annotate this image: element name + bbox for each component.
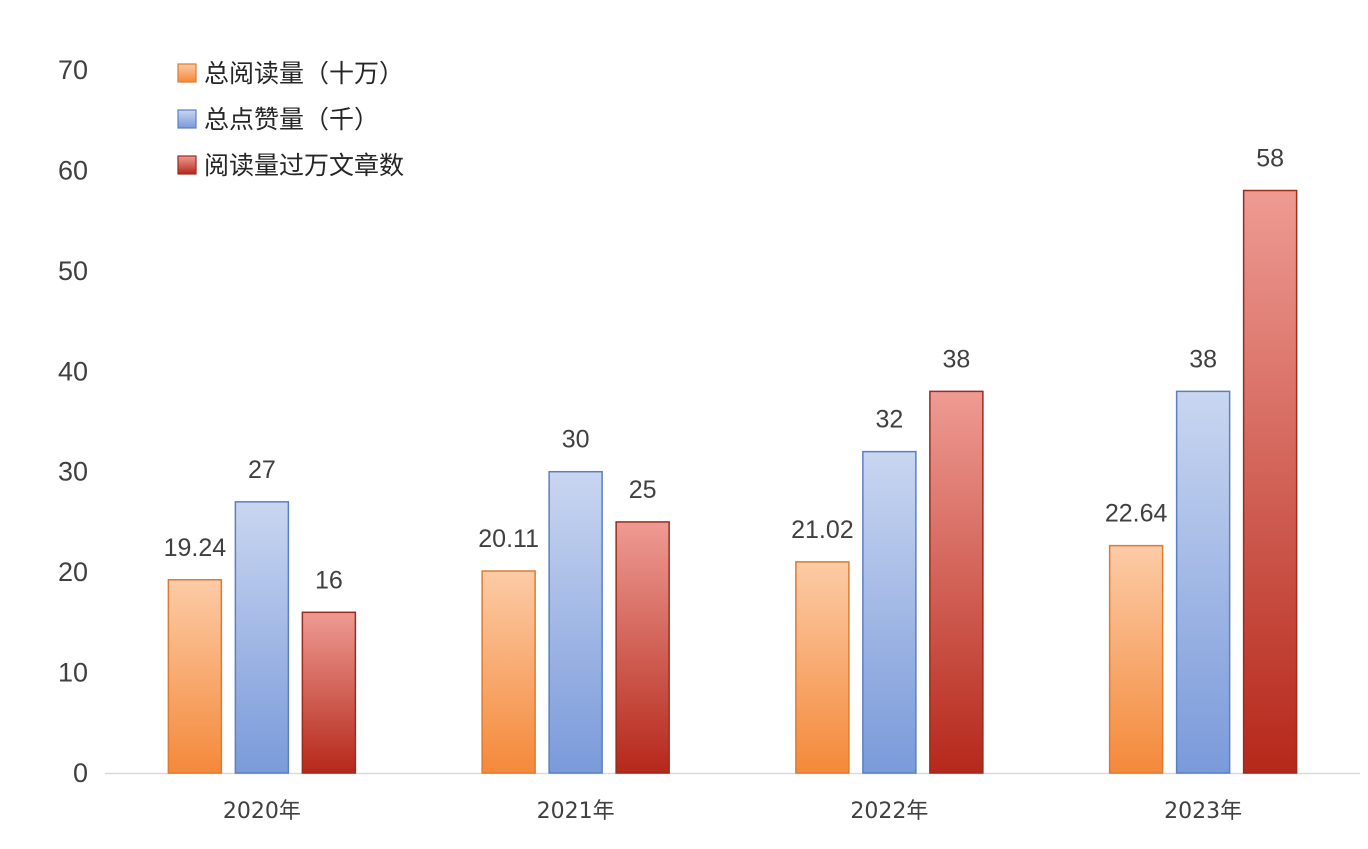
bar-3 bbox=[1242, 189, 1298, 774]
data-label: 16 bbox=[315, 566, 343, 594]
data-label: 38 bbox=[942, 345, 970, 373]
bar-2 bbox=[548, 470, 603, 774]
y-tick-label: 70 bbox=[58, 55, 88, 85]
x-category-label: 2021年 bbox=[537, 799, 615, 824]
legend-swatch bbox=[177, 63, 197, 83]
bar-2 bbox=[234, 501, 290, 774]
y-tick-label: 50 bbox=[58, 256, 88, 286]
bar-2 bbox=[862, 450, 917, 774]
data-label: 30 bbox=[562, 426, 590, 454]
data-label: 27 bbox=[248, 456, 276, 484]
data-label: 19.24 bbox=[164, 534, 227, 562]
bar-3 bbox=[615, 521, 670, 774]
bar-1 bbox=[1108, 544, 1164, 774]
x-category-label: 2020年 bbox=[223, 799, 301, 824]
legend-label: 总阅读量（十万） bbox=[204, 59, 404, 88]
bar-1 bbox=[481, 570, 536, 774]
data-label: 20.11 bbox=[478, 525, 539, 553]
y-tick-label: 10 bbox=[58, 658, 88, 688]
y-tick-label: 30 bbox=[58, 457, 88, 487]
legend: 总阅读量（十万） 总点赞量（千） 阅读量过万文章数 bbox=[177, 59, 404, 180]
data-label: 22.64 bbox=[1105, 500, 1168, 528]
x-category-label: 2023年 bbox=[1164, 799, 1242, 824]
data-label: 38 bbox=[1189, 345, 1217, 373]
bar-3 bbox=[301, 611, 357, 774]
data-label: 21.02 bbox=[791, 516, 854, 544]
x-category-label: 2022年 bbox=[850, 799, 928, 824]
bars-group bbox=[167, 189, 1298, 774]
bar-3 bbox=[929, 390, 984, 774]
data-label: 32 bbox=[875, 406, 903, 434]
data-labels-group: 19.24 27 16 20.11 30 25 21.02 32 38 22.64 38 58 bbox=[164, 145, 1284, 595]
bar-1 bbox=[795, 561, 850, 774]
data-label: 25 bbox=[629, 476, 657, 504]
bar-2 bbox=[1175, 390, 1231, 774]
legend-swatch bbox=[177, 109, 197, 129]
y-tick-label: 20 bbox=[58, 557, 88, 587]
y-tick-label: 0 bbox=[73, 758, 88, 788]
legend-label: 阅读量过万文章数 bbox=[204, 151, 404, 180]
x-axis: 2020年 2021年 2022年 2023年 bbox=[105, 772, 1360, 824]
y-tick-label: 40 bbox=[58, 356, 88, 386]
y-tick-label: 60 bbox=[58, 155, 88, 185]
bar-1 bbox=[167, 579, 223, 774]
legend-label: 总点赞量（千） bbox=[204, 105, 379, 134]
y-axis: 0 10 20 30 40 50 60 70 bbox=[58, 55, 88, 788]
legend-swatch bbox=[177, 155, 197, 175]
data-label: 58 bbox=[1256, 145, 1284, 173]
